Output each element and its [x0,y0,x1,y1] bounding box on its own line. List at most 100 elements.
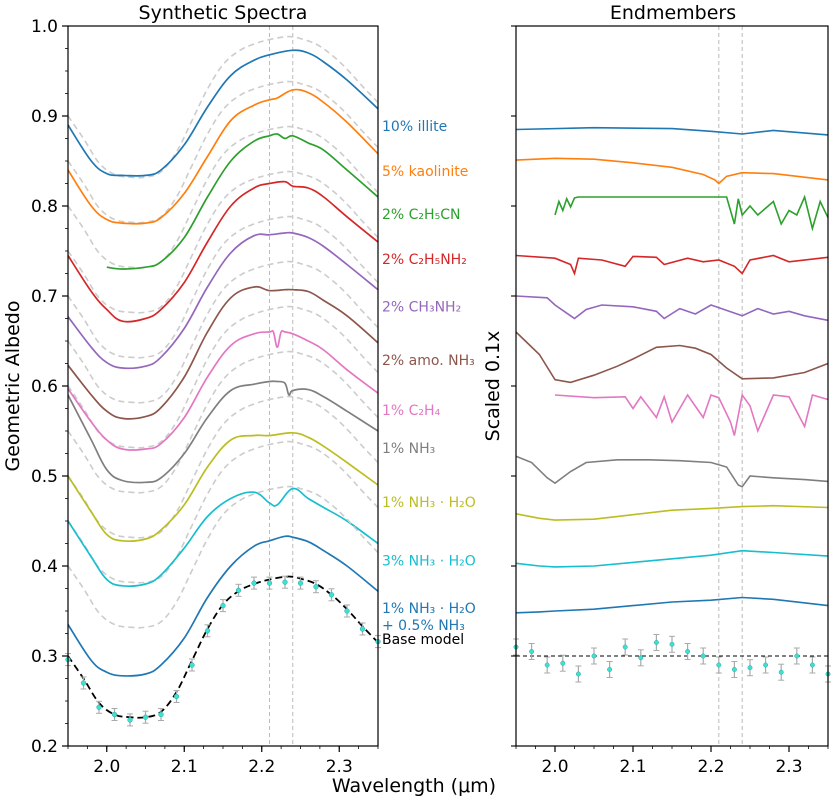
series-label-6: 1% C₂H₄ [382,403,441,419]
series-6-reference [67,305,379,449]
residual-point-8 [637,649,644,667]
right-xtick-label-3: 2.3 [775,757,802,777]
series-9-line [67,487,379,587]
series-2-reference [67,125,379,269]
endmembers-panel: Endmembers 2.0 2.1 2.2 2.3 Scaled 0.1x [482,2,831,777]
right-xtick-label-2: 2.2 [697,757,724,777]
endmember-2-line [554,194,829,232]
residual-point-11 [684,643,691,660]
series-label-1: 5% kaolinite [382,164,468,180]
endmember-1-line [515,157,829,185]
series-6-line [67,329,379,451]
series-5-reference [67,260,379,404]
left-reference-lines [269,26,294,746]
base-model-group [67,575,379,719]
observed-point-2 [96,700,102,714]
observed-point-4 [127,713,133,727]
series-7-line [67,380,379,484]
left-ytick-label-1: 0.3 [31,647,58,667]
series-1-line [67,88,379,225]
series-3 [67,170,379,323]
series-label-10: 1% NH₃ · H₂O + 0.5% NH₃ [382,601,476,634]
observed-points-group [65,575,381,727]
series-8 [67,395,379,542]
left-xtick-label-3: 2.3 [326,757,353,777]
residual-point-1 [528,643,535,660]
endmember-8-line [515,504,829,521]
observed-point-19 [359,622,366,636]
left-xtick-label-0: 2.0 [93,757,120,777]
residual-point-4 [575,665,582,683]
observed-point-14 [282,575,288,589]
observed-point-3 [111,708,118,721]
observed-point-8 [189,658,195,672]
series-label-0: 10% illite [382,119,447,135]
residual-point-17 [778,663,785,681]
series-10-line [67,535,379,677]
series-7 [67,350,379,494]
residual-point-6 [606,661,613,678]
endmember-3-line [515,254,829,276]
left-ytick-label-5: 0.7 [31,287,58,307]
residual-point-9 [653,634,660,651]
observed-point-17 [328,588,335,602]
series-4-reference [67,215,379,359]
series-3-reference [67,170,379,314]
series-labels: 10% illite 5% kaolinite 2% C₂H₅CN 2% C₂H₅NH… [382,119,476,648]
series-10 [67,485,379,677]
endmember-5-line [515,331,829,384]
base-model-label: Base model [382,632,464,648]
left-y-ticks: 0.2 0.3 0.4 0.5 0.6 0.7 0.8 0.9 1.0 [31,17,68,757]
series-3-line [67,180,379,323]
left-ytick-label-4: 0.6 [31,377,58,397]
series-4 [67,215,379,370]
observed-point-1 [80,676,87,690]
series-label-8: 1% NH₃ · H₂O [382,495,476,511]
endmember-7-line [515,455,829,488]
residual-point-7 [622,638,629,656]
right-series-group [515,126,829,614]
residual-point-13 [715,656,722,674]
residual-point-3 [559,654,566,672]
observed-point-5 [142,710,149,724]
series-1 [67,80,379,225]
right-reference-lines [516,26,828,746]
right-ylabel: Scaled 0.1x [482,331,504,442]
left-axes-frame [67,25,379,747]
series-8-reference [67,395,379,539]
observed-point-18 [344,604,350,618]
observed-point-12 [251,576,257,590]
left-ytick-label-8: 1.0 [31,17,58,37]
series-label-9: 3% NH₃ · H₂O [382,554,476,570]
left-xtick-label-2: 2.2 [248,757,275,777]
left-ytick-label-6: 0.8 [31,197,58,217]
residual-point-5 [591,647,597,665]
series-4-line [67,231,379,370]
right-x-ticks: 2.0 2.1 2.2 2.3 [515,746,829,777]
right-y-ticks [511,25,516,747]
shared-xlabel: Wavelength (μm) [332,775,496,797]
series-5 [67,260,379,420]
series-9-reference [67,440,379,584]
observed-point-10 [220,599,226,613]
observed-point-13 [266,576,273,590]
residual-point-2 [544,656,551,674]
series-7-reference [67,350,379,494]
series-0-reference [67,35,379,179]
series-2-line [106,133,379,270]
series-10-reference [67,485,379,629]
series-6 [67,305,379,451]
series-label-3: 2% C₂H₅NH₂ [382,252,467,268]
left-ytick-label-7: 0.9 [31,107,58,127]
observed-point-6 [158,708,164,721]
residual-point-19 [809,656,816,674]
series-5-line [67,285,379,420]
left-series-group [67,35,379,677]
observed-point-9 [204,624,211,638]
series-1-reference [67,80,379,224]
residual-point-15 [747,659,753,677]
left-ytick-label-3: 0.5 [31,467,58,487]
residual-point-14 [731,661,738,678]
left-xtick-label-1: 2.1 [171,757,198,777]
